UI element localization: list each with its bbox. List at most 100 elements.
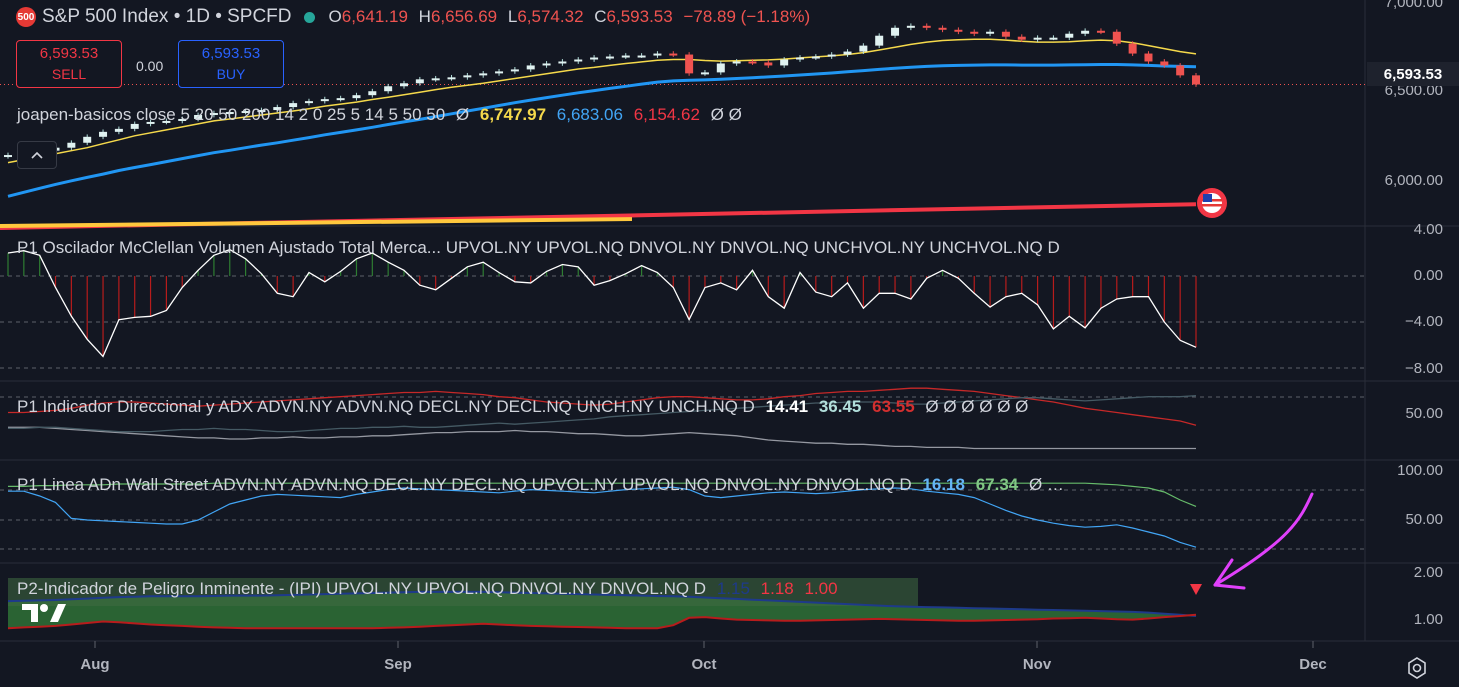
candle-body [732, 61, 741, 64]
candle-body [273, 107, 282, 111]
symbol-header: 500 S&P 500 Index • 1D • SPCFD O6,641.19… [16, 6, 810, 28]
candle-body [827, 54, 836, 57]
adline-series-line [8, 486, 1197, 548]
candle-body [241, 111, 250, 114]
low-value: 6,574.32 [517, 7, 584, 26]
candle-body [1001, 31, 1010, 37]
low-label: L [507, 7, 518, 26]
adx-title: P1 Indicador Direccional y ADX ADVN.NY A… [17, 397, 755, 416]
candle-body [431, 78, 440, 81]
candle-body [558, 61, 567, 64]
candle-body [716, 63, 725, 73]
candle-body [463, 75, 472, 78]
candle-body [1160, 61, 1169, 66]
adx-value-3: 63.55 [872, 397, 915, 416]
candle-body [479, 73, 488, 76]
candle-body [225, 112, 234, 115]
candle-body [938, 27, 947, 30]
candle-body [954, 29, 963, 32]
candle-body [1081, 30, 1090, 34]
candle-body [875, 35, 884, 46]
adline-axis-label: 50.00 [1405, 511, 1443, 528]
mcclellan-line [7, 248, 1197, 358]
ipi-value-3: 1.00 [804, 579, 838, 598]
ipi-legend[interactable]: P2-Indicador de Peligro Inminente - (IPI… [17, 579, 838, 599]
symbol-logo-badge: 500 [16, 7, 36, 27]
candle-body [843, 51, 852, 55]
close-label: C [594, 7, 607, 26]
adline-axis-label: 100.00 [1397, 462, 1443, 479]
adx-value-2: 36.45 [818, 397, 862, 416]
candle-body [748, 61, 757, 64]
us-flag-icon[interactable] [1197, 188, 1227, 218]
candle-body [859, 45, 868, 52]
indicator-null: Ø [455, 105, 470, 124]
candle-body [780, 59, 789, 66]
symbol-title[interactable]: S&P 500 Index • 1D • SPCFD [42, 6, 292, 27]
candle-body [495, 71, 504, 74]
hand-drawn-arrow [1213, 492, 1314, 587]
buy-price: 6,593.53 [201, 45, 261, 62]
chevron-up-icon [31, 151, 43, 159]
ipi-axis-label: 1.00 [1413, 611, 1443, 628]
price-axis-label: 6,500.00 [1384, 82, 1443, 99]
candle-body [526, 65, 535, 70]
buy-button[interactable]: 6,593.53 BUY [178, 40, 284, 88]
candle-body [178, 118, 187, 121]
candle-body [400, 83, 408, 87]
candle-body [1017, 36, 1026, 40]
ma-blue-value: 6,683.06 [556, 105, 623, 124]
tradingview-logo-glyph [22, 604, 66, 622]
adline-legend[interactable]: P1 Linea ADn Wall Street ADVN.NY ADVN.NQ… [17, 475, 1064, 495]
mcclellan-axis-label: −4.00 [1405, 313, 1443, 330]
candle-body [1176, 65, 1185, 76]
candle-body [685, 54, 694, 74]
candle-body [922, 25, 931, 28]
candle-body [130, 123, 139, 129]
ipi-axis-label: 2.00 [1413, 564, 1443, 581]
down-triangle-marker [1190, 584, 1202, 595]
candle-body [510, 69, 519, 72]
adx-value-1: 14.41 [765, 397, 809, 416]
sell-price: 6,593.53 [39, 45, 99, 62]
candle-body [1192, 75, 1200, 85]
indicator-legend-main[interactable]: joapen-basicos close 5 20 50 200 14 2 0 … [17, 105, 742, 125]
close-value: 6,593.53 [606, 7, 673, 26]
candle-body [891, 27, 900, 36]
indicator-nulls: Ø Ø [710, 105, 742, 124]
candle-body [796, 57, 804, 60]
candle-body [621, 55, 630, 58]
mcclellan-legend[interactable]: P1 Oscilador McClellan Volumen Ajustado … [17, 238, 1060, 258]
adx-legend[interactable]: P1 Indicador Direccional y ADX ADVN.NY A… [17, 397, 1028, 417]
time-axis-label: Oct [691, 656, 717, 673]
tradingview-logo[interactable] [20, 600, 66, 629]
candle-body [1112, 31, 1121, 44]
buy-label: BUY [216, 66, 246, 82]
candle-body [209, 113, 218, 116]
open-label: O [328, 7, 342, 26]
mcclellan-inputs: UPVOL.NY UPVOL.NQ DNVOL.NY DNVOL.NQ UNCH… [445, 238, 1060, 257]
adline-value-1: 16.18 [922, 475, 965, 494]
ipi-title: P2-Indicador de Peligro Inminente - (IPI… [17, 579, 707, 598]
candle-body [1049, 37, 1058, 40]
time-axis-label: Nov [1022, 656, 1052, 673]
candle-body [304, 101, 313, 104]
collapse-legend-button[interactable] [17, 141, 57, 169]
sell-button[interactable]: 6,593.53 SELL [16, 40, 122, 88]
candle-body [637, 55, 646, 58]
ma-yellow-value: 6,747.97 [479, 105, 547, 124]
candle-body [1144, 53, 1153, 62]
price-axis-label: 7,000.00 [1384, 0, 1443, 11]
ma-yellow-line [7, 38, 1197, 164]
spread-value: 0.00 [136, 58, 164, 74]
candle-body [669, 53, 678, 56]
settings-button[interactable] [1404, 655, 1430, 681]
adline-tail: Ø … [1028, 475, 1064, 494]
open-value: 6,641.19 [341, 7, 408, 26]
gear-icon [1408, 657, 1426, 679]
candle-body [194, 115, 203, 119]
candle-body [320, 99, 329, 102]
mcclellan-title: P1 Oscilador McClellan Volumen Ajustado … [17, 238, 441, 257]
